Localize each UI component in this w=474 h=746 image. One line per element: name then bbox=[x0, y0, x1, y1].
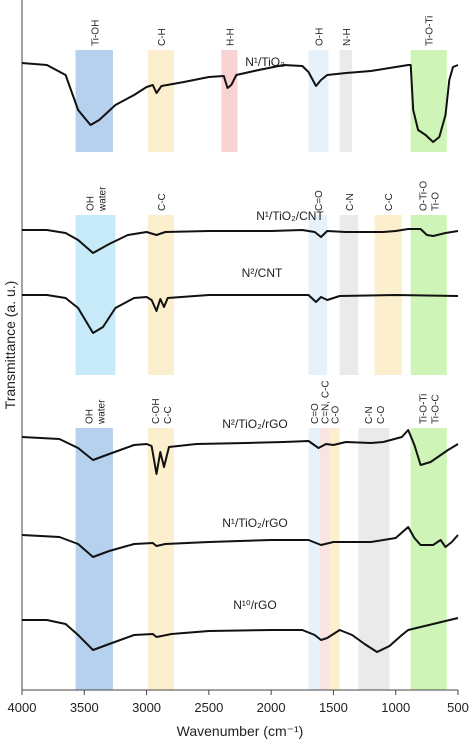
band-label: OH bbox=[84, 409, 95, 424]
spectrum-name: N¹/TiO₂/rGO bbox=[222, 516, 288, 530]
assignment-band bbox=[410, 428, 447, 690]
band-label: N-H bbox=[342, 28, 353, 46]
spectrum-line bbox=[22, 294, 459, 334]
x-tick-label: 2500 bbox=[194, 700, 223, 715]
band-label: Ti-O bbox=[431, 192, 442, 211]
x-tick-label: 2000 bbox=[257, 700, 286, 715]
band-label: C=N, C-C bbox=[321, 380, 332, 424]
assignment-band bbox=[75, 50, 113, 152]
x-tick-label: 500 bbox=[447, 700, 469, 715]
band-label: water bbox=[96, 399, 107, 425]
assignment-band bbox=[75, 428, 113, 690]
band-label: C-OH bbox=[151, 398, 162, 424]
band-label: Ti-O-Ti bbox=[425, 16, 436, 46]
y-axis-label: Transmittance (a. u.) bbox=[2, 281, 18, 410]
band-label: C-H bbox=[157, 28, 168, 46]
assignment-band bbox=[221, 50, 238, 152]
band-label: OH bbox=[85, 196, 96, 211]
band-label: C=O bbox=[314, 190, 325, 211]
spectrum-name: N¹/TiO₂/CNT bbox=[256, 209, 324, 223]
x-tick-label: 4000 bbox=[8, 700, 37, 715]
band-label: Ti-O-Ti bbox=[419, 394, 430, 424]
assignment-band bbox=[308, 428, 320, 690]
assignment-band bbox=[319, 428, 330, 690]
spectrum-name: N¹⁰/rGO bbox=[233, 598, 276, 612]
assignment-band bbox=[147, 428, 174, 690]
spectrum-name: N¹/TiO₂ bbox=[245, 55, 285, 69]
band-label: H-H bbox=[225, 28, 236, 46]
band-label: C-C bbox=[384, 193, 395, 211]
x-axis-label: Wavenumber (cm⁻¹) bbox=[177, 723, 304, 739]
band-label: O-H bbox=[314, 28, 325, 46]
x-tick-label: 1000 bbox=[381, 700, 410, 715]
spectrum-name: N²/CNT bbox=[242, 266, 283, 280]
assignment-band bbox=[147, 215, 174, 375]
band-label: C-C bbox=[163, 406, 174, 424]
band-label: C-N bbox=[364, 406, 375, 424]
band-label: Ti-OH bbox=[90, 20, 101, 46]
band-label: C=O bbox=[310, 403, 321, 424]
x-tick-label: 3000 bbox=[132, 700, 161, 715]
band-label: C-O bbox=[331, 405, 342, 424]
band-label: C-C bbox=[157, 193, 168, 211]
x-tick-label: 3500 bbox=[70, 700, 99, 715]
spectrum-line bbox=[21, 526, 459, 558]
spectrum-line bbox=[21, 429, 459, 475]
band-label: water bbox=[97, 186, 108, 212]
assignment-band bbox=[308, 50, 329, 152]
spectrum-name: N²/TiO₂/rGO bbox=[222, 417, 288, 431]
assignment-band bbox=[75, 215, 116, 375]
assignment-band bbox=[147, 50, 174, 152]
spectrum-line bbox=[21, 62, 459, 143]
band-label: C-N bbox=[345, 193, 356, 211]
assignment-band bbox=[329, 428, 340, 690]
band-label: Ti-O-C bbox=[431, 394, 442, 424]
assignment-band bbox=[339, 50, 353, 152]
band-label: O-Ti-O bbox=[419, 181, 430, 211]
spectrum-line bbox=[22, 617, 459, 653]
assignment-band bbox=[308, 215, 328, 375]
band-label: C-O bbox=[376, 405, 387, 424]
x-tick-label: 1500 bbox=[319, 700, 348, 715]
spectrum-line bbox=[22, 228, 459, 254]
assignment-band bbox=[358, 428, 390, 690]
